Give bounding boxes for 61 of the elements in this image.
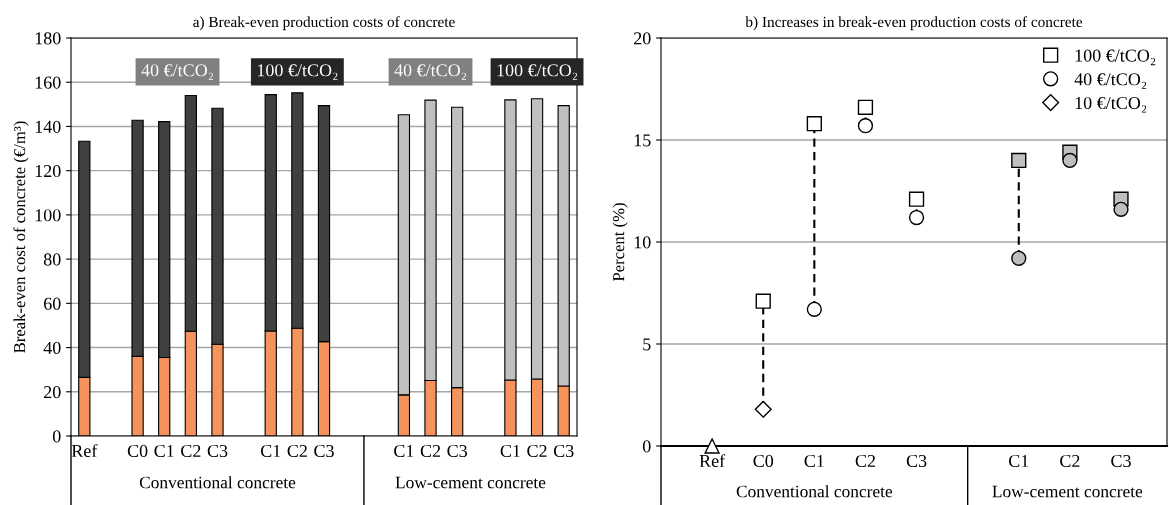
x-tick-label: C2 [527, 444, 547, 458]
x-tick-label: C2 [181, 444, 201, 458]
annotation: 40 €/tCO₂ [394, 64, 467, 80]
text: Low-cement concrete [395, 476, 546, 489]
point [755, 293, 771, 309]
x-tick-label: C1 [804, 454, 824, 468]
point [806, 116, 822, 132]
y-tick-label: 20 [634, 32, 651, 45]
point [1062, 152, 1078, 169]
y-tick-label: 180 [35, 32, 61, 45]
y-tick-label: 40 [43, 341, 61, 354]
point [908, 191, 925, 207]
x-tick-label: C0 [127, 444, 148, 458]
y-tick-label: 80 [43, 253, 61, 266]
x-tick-label: C3 [314, 444, 334, 458]
text: Low-cement concrete [992, 485, 1143, 498]
point [1011, 250, 1027, 266]
legend-label: 40 €/tCO₂ [1074, 73, 1147, 89]
x-tick-label: C3 [1111, 454, 1131, 468]
y-axis-title: Break-even cost of concrete (€/m³) [13, 121, 29, 353]
x-tick-label: C2 [855, 454, 875, 468]
x-tick-label: C0 [753, 454, 774, 468]
x-tick-label: C1 [1008, 454, 1029, 468]
x-tick-label: Ref [699, 454, 726, 468]
y-tick-label: 100 [35, 209, 61, 222]
y-axis-title: Percent (%) [612, 203, 628, 282]
y-tick-label: 140 [35, 120, 61, 133]
x-tick-label: C1 [154, 444, 174, 458]
x-tick-label: C2 [287, 444, 307, 458]
y-tick-label: 60 [44, 297, 61, 310]
y-tick-label: 0 [52, 430, 61, 443]
legend-label: 100 €/tCO₂ [1075, 49, 1156, 66]
annotation: 100 €/tCO₂ [257, 64, 338, 80]
point [1113, 201, 1129, 217]
text: Conventional concrete [139, 476, 296, 489]
y-tick-label: 10 [634, 236, 651, 249]
x-tick-label: C3 [447, 444, 467, 458]
point [704, 438, 720, 454]
y-tick-label: 160 [35, 76, 61, 89]
x-tick-label: C3 [553, 444, 574, 458]
x-tick-label: C1 [500, 444, 520, 458]
legend-label: 10 €/tCO₂ [1075, 96, 1147, 113]
x-tick-label: C1 [394, 444, 414, 458]
annotation: 100 €/tCO₂ [497, 64, 578, 80]
x-tick-label: Ref [71, 444, 98, 458]
y-tick-label: 120 [35, 164, 61, 178]
annotation: 40 €/tCO₂ [141, 64, 214, 80]
y-tick-label: 15 [634, 134, 651, 147]
chart-title: a) Break-even production costs of concrete [193, 16, 455, 31]
x-tick-label: C2 [420, 444, 441, 458]
x-tick-label: C3 [906, 454, 927, 468]
y-tick-label: 0 [642, 440, 651, 453]
point [857, 99, 874, 115]
x-tick-label: C2 [1060, 454, 1080, 468]
point [754, 400, 772, 418]
y-tick-label: 5 [643, 338, 651, 351]
x-tick-label: C3 [207, 444, 228, 458]
x-tick-label: C1 [260, 444, 281, 458]
chart-title: b) Increases in break-even production costs of concrete [745, 16, 1083, 31]
y-tick-label: 20 [44, 386, 61, 399]
text: Conventional concrete [736, 485, 893, 498]
